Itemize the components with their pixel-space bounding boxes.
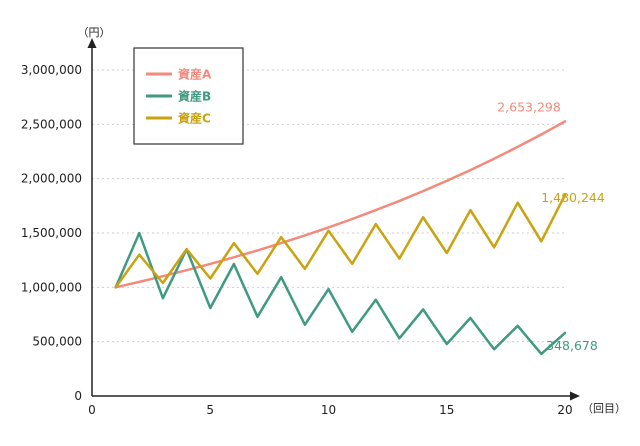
series-end-label: 1,480,244	[541, 190, 605, 205]
x-tick-labels: 0 5 10 15 20	[88, 403, 572, 417]
x-tick-label: 10	[321, 403, 336, 417]
y-tick-label: 1,500,000	[21, 226, 82, 240]
legend-label: 資産A	[178, 67, 212, 82]
x-tick-label: 5	[206, 403, 214, 417]
axes	[87, 38, 580, 401]
x-tick-label: 0	[88, 403, 96, 417]
series-lines	[114, 120, 567, 356]
legend-label: 資産C	[178, 111, 211, 126]
y-tick-labels: 0 500,000 1,000,000 1,500,000 2,000,000 2,500…	[21, 63, 82, 403]
y-tick-label: 2,500,000	[21, 117, 82, 131]
y-tick-label: 2,000,000	[21, 172, 82, 186]
series-end-label: 2,653,298	[497, 99, 561, 114]
series-end-labels: 2,653,298 348,678 1,480,244	[497, 99, 605, 352]
legend-label: 資産B	[178, 89, 211, 104]
y-tick-label: 500,000	[32, 335, 82, 349]
series-line-1	[114, 120, 567, 289]
x-axis-arrow	[570, 391, 580, 401]
series-line-2	[114, 231, 567, 356]
x-axis-unit-label: （回目）	[582, 402, 626, 415]
y-tick-label: 3,000,000	[21, 63, 82, 77]
series-end-label: 348,678	[546, 338, 598, 353]
x-tick-label: 15	[439, 403, 454, 417]
series-line-3	[114, 193, 567, 289]
y-tick-label: 1,000,000	[21, 280, 82, 294]
y-tick-label: 0	[74, 389, 82, 403]
x-tick-label: 20	[557, 403, 572, 417]
legend: 資産A 資産B 資産C	[133, 47, 244, 145]
y-axis-unit-label: （円）	[78, 26, 111, 39]
y-axis-arrow	[87, 38, 97, 48]
